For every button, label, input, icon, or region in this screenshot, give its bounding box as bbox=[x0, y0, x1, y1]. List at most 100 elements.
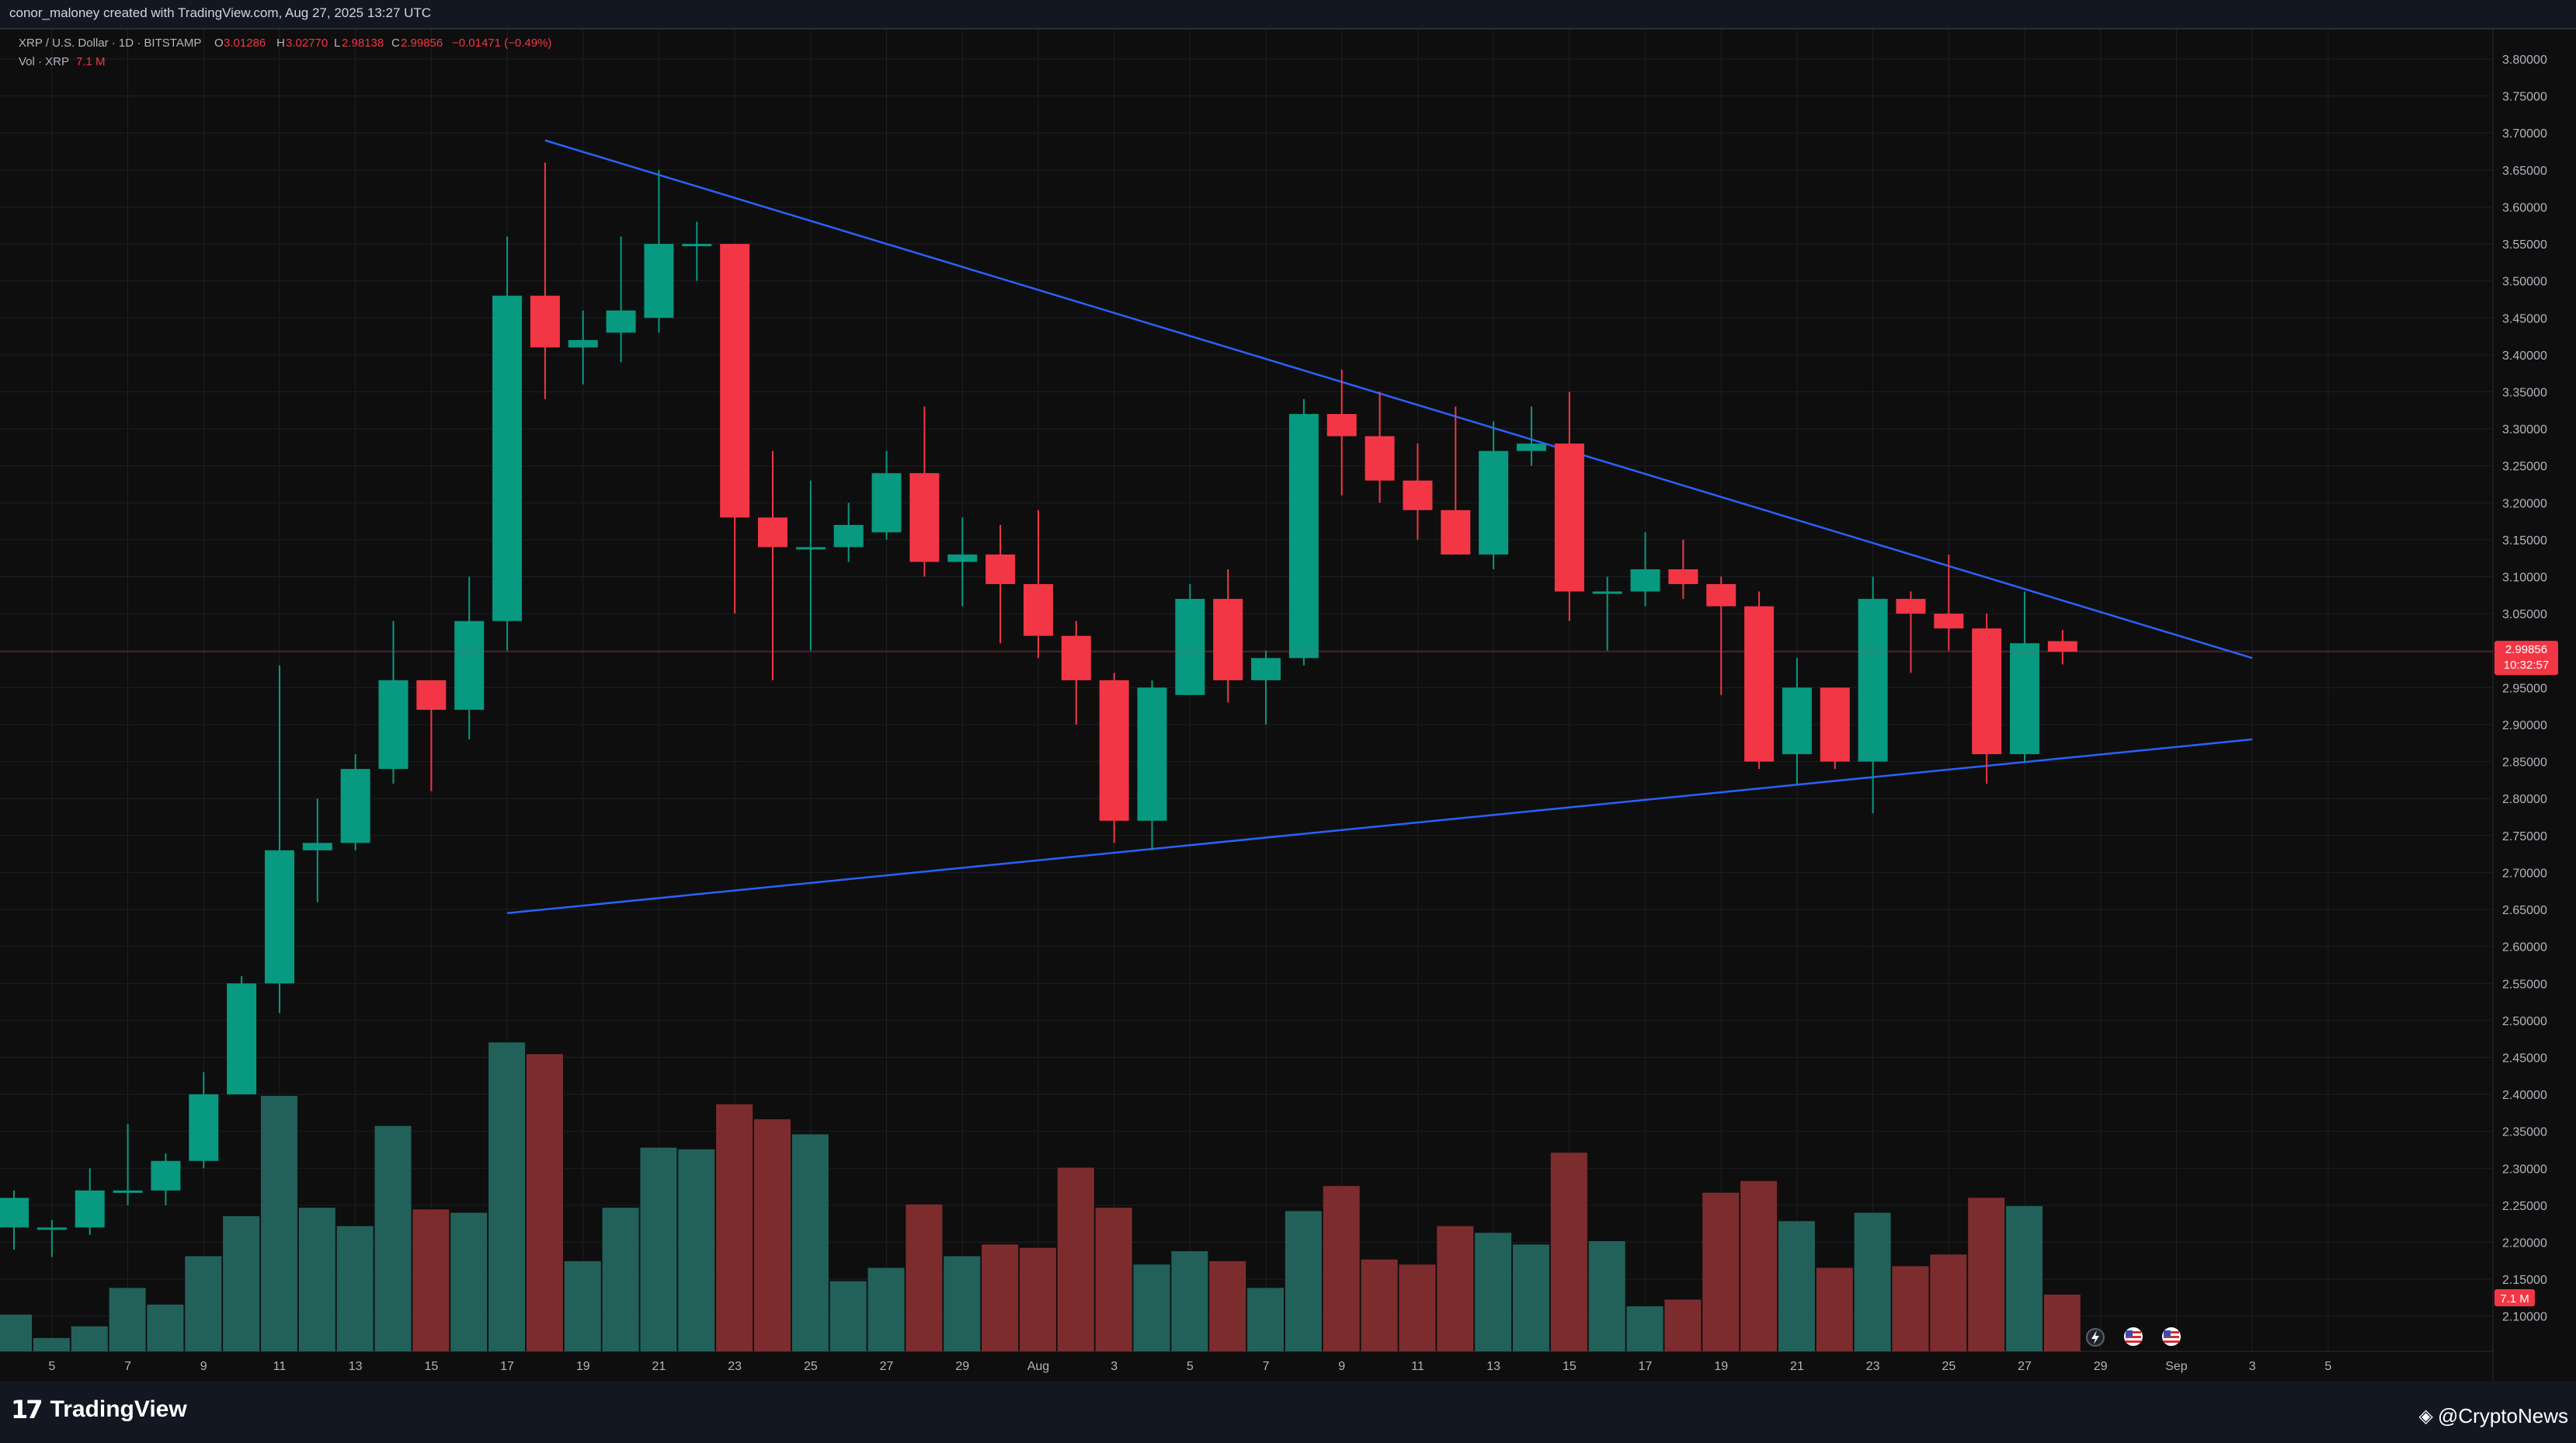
time-axis[interactable]: 5 7 9 11 13 15 17 19 21 23 25 27 29 Aug 3 5 7 9 11 13 15 17 19… bbox=[48, 1360, 2331, 1373]
tradingview-wordmark: TradingView bbox=[50, 1396, 187, 1422]
volume-bar bbox=[298, 1208, 335, 1351]
volume-bar bbox=[223, 1215, 260, 1351]
candle-body bbox=[986, 554, 1016, 585]
price-tick-label: 2.75000 bbox=[2502, 830, 2547, 843]
candle-body bbox=[1782, 687, 1812, 755]
time-tick-label: 11 bbox=[1411, 1360, 1424, 1373]
candle-body bbox=[378, 680, 408, 770]
candle-body bbox=[568, 339, 598, 348]
volume-bar bbox=[867, 1267, 905, 1351]
volume-bar bbox=[450, 1212, 488, 1351]
price-tick-label: 3.40000 bbox=[2502, 349, 2547, 363]
earnings-lightning-icon[interactable] bbox=[2086, 1328, 2105, 1347]
candle bbox=[1820, 687, 1850, 770]
volume-bar bbox=[1930, 1254, 1967, 1351]
candle bbox=[1554, 391, 1584, 621]
candle bbox=[1479, 421, 1509, 570]
candle-body bbox=[833, 524, 864, 548]
us-flag-icon[interactable] bbox=[2162, 1327, 2181, 1346]
time-tick-label: 29 bbox=[955, 1360, 969, 1373]
cryptonews-text: @CryptoNews bbox=[2438, 1404, 2568, 1427]
chart-legend: XRP / U.S. Dollar · 1D · BITSTAMP O 3.01… bbox=[19, 37, 551, 68]
volume-bar bbox=[488, 1042, 526, 1351]
legend-close-label: C bbox=[391, 37, 400, 50]
volume-bar bbox=[1285, 1211, 1322, 1351]
time-tick-label: 17 bbox=[500, 1360, 514, 1373]
candle-body bbox=[2047, 641, 2077, 652]
volume-bar bbox=[1854, 1212, 1891, 1351]
volume-bar bbox=[791, 1134, 829, 1351]
candle-body bbox=[909, 473, 940, 562]
candle bbox=[1668, 539, 1698, 600]
time-tick-label: 13 bbox=[349, 1360, 363, 1373]
price-tick-label: 3.45000 bbox=[2502, 312, 2547, 325]
candle-body bbox=[644, 244, 674, 318]
candle-body bbox=[947, 554, 978, 562]
candle bbox=[1441, 406, 1471, 555]
us-flag-icon[interactable] bbox=[2124, 1327, 2143, 1346]
candle bbox=[416, 680, 447, 791]
legend-open-value: 3.01286 bbox=[224, 37, 266, 50]
volume-bars bbox=[0, 1042, 2081, 1351]
volume-bar bbox=[526, 1054, 563, 1351]
volume-bar bbox=[1475, 1233, 1512, 1351]
trendline-upper[interactable] bbox=[544, 139, 2253, 659]
price-tick-label: 2.35000 bbox=[2502, 1126, 2547, 1139]
volume-bar bbox=[906, 1204, 943, 1351]
time-tick-label: 9 bbox=[200, 1360, 207, 1373]
tradingview-logo[interactable]: 17 TradingView bbox=[11, 1395, 187, 1424]
candle-body bbox=[1668, 569, 1698, 585]
volume-bar bbox=[1019, 1247, 1056, 1351]
volume-bar bbox=[260, 1096, 297, 1351]
volume-bar bbox=[1513, 1244, 1549, 1351]
price-tick-label: 2.95000 bbox=[2502, 682, 2547, 695]
time-tick-label: 23 bbox=[728, 1360, 742, 1373]
legend-high-label: H bbox=[276, 37, 285, 50]
candle-body bbox=[1175, 599, 1205, 695]
price-tick-label: 3.80000 bbox=[2502, 54, 2547, 67]
candle-body bbox=[1061, 635, 1091, 680]
price-tick-label: 3.55000 bbox=[2502, 238, 2547, 252]
volume-bar bbox=[1437, 1226, 1474, 1351]
trendline-lower[interactable] bbox=[506, 738, 2253, 915]
legend-high-value: 3.02770 bbox=[286, 37, 328, 50]
candle-body bbox=[1630, 569, 1660, 592]
candle bbox=[2010, 591, 2040, 762]
candle bbox=[1972, 614, 2002, 784]
attribution-bar: conor_maloney created with TradingView.c… bbox=[0, 0, 2576, 30]
candle-body bbox=[1213, 599, 1243, 680]
candle bbox=[1630, 532, 1660, 607]
trendlines bbox=[506, 139, 2253, 915]
price-tick-label: 2.60000 bbox=[2502, 941, 2547, 954]
candle bbox=[1896, 591, 1926, 673]
time-tick-label: 17 bbox=[1639, 1360, 1653, 1373]
candle-body bbox=[264, 850, 294, 984]
volume-bar bbox=[1740, 1180, 1778, 1351]
volume-bar bbox=[716, 1104, 753, 1351]
time-tick-label: 25 bbox=[804, 1360, 818, 1373]
candle-body bbox=[189, 1094, 219, 1161]
last-price-value: 2.99856 bbox=[2505, 643, 2547, 656]
price-axis[interactable]: 3.80000 3.75000 3.70000 3.65000 3.60000 3.550… bbox=[2502, 54, 2547, 1324]
volume-bar bbox=[33, 1337, 70, 1351]
candle-body bbox=[1554, 443, 1584, 592]
volume-bar bbox=[564, 1260, 601, 1351]
candle bbox=[1061, 621, 1091, 725]
price-tick-label: 3.35000 bbox=[2502, 386, 2547, 399]
time-tick-label: 3 bbox=[2249, 1360, 2256, 1373]
candle-body bbox=[1706, 584, 1736, 607]
time-tick-label: 7 bbox=[124, 1360, 131, 1373]
candle-body bbox=[795, 547, 826, 550]
candle-body bbox=[113, 1190, 143, 1193]
attribution-text: conor_maloney created with TradingView.c… bbox=[9, 5, 432, 20]
price-tick-label: 3.70000 bbox=[2502, 127, 2547, 141]
volume-bar bbox=[982, 1244, 1019, 1351]
candle-body bbox=[758, 517, 787, 548]
candle-body bbox=[530, 295, 560, 348]
event-markers[interactable] bbox=[2086, 1327, 2181, 1347]
candle bbox=[1403, 443, 1433, 540]
diamond-icon: ◈ bbox=[2418, 1406, 2434, 1427]
candle bbox=[1099, 673, 1129, 843]
candle-body bbox=[871, 473, 902, 533]
